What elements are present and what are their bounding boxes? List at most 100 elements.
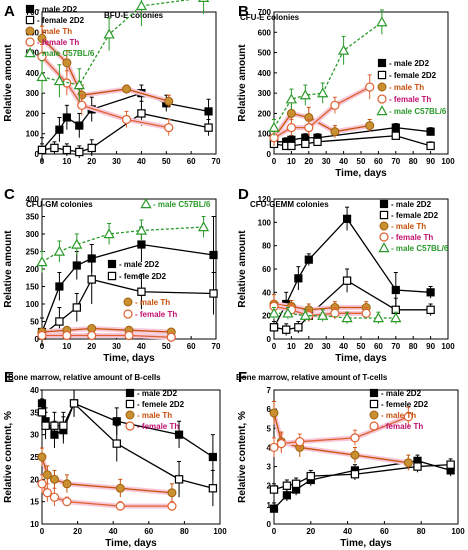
y-axis-label: Relative content, % [3, 411, 14, 503]
series-line [41, 456, 172, 494]
y-tick-label: 200 [258, 109, 272, 118]
legend-item: - male Th [377, 82, 424, 92]
x-tick-label: 50 [162, 157, 171, 166]
data-point [282, 491, 291, 500]
legend-item: - male Th [369, 410, 416, 420]
data-point [103, 228, 115, 239]
panel-letter: A [4, 3, 15, 20]
y-tick-label: 200 [26, 265, 40, 274]
data-point [174, 430, 184, 439]
y-axis-label: Relative amount [3, 230, 14, 308]
data-point [62, 58, 72, 68]
data-point [204, 123, 213, 132]
y-tick-label: 25 [30, 453, 39, 462]
data-point [268, 307, 280, 318]
x-tick-label: 20 [306, 527, 315, 536]
legend-marker [123, 309, 133, 319]
x-tick-label: 100 [451, 527, 465, 536]
y-tick-label: 10 [30, 520, 39, 529]
data-point [36, 256, 48, 267]
legend-item: - female 2D2 [25, 15, 85, 25]
y-tick-label: 60 [262, 265, 271, 274]
data-point [53, 245, 66, 256]
data-point [103, 28, 115, 39]
data-point [209, 289, 218, 298]
panel-a: A0102030405060700100200300400500600700Re… [3, 0, 221, 166]
data-point [112, 439, 121, 448]
x-tick-label: 0 [272, 157, 277, 166]
legend-item: - male C57BL/6 [378, 242, 449, 253]
y-axis-label: Relative content, % [237, 411, 248, 503]
legend-marker [140, 198, 152, 209]
legend-item: - female Th [125, 421, 179, 431]
data-point [137, 287, 146, 296]
x-tick-label: 20 [73, 527, 82, 536]
y-tick-label: 350 [26, 213, 40, 222]
data-point [291, 479, 301, 488]
data-point [167, 501, 177, 511]
data-point [55, 282, 64, 291]
data-point [426, 127, 435, 136]
data-point [137, 240, 146, 249]
x-tick-label: 70 [391, 157, 400, 166]
data-point [73, 79, 85, 90]
series-female-2d2 [37, 100, 213, 159]
y-tick-label: 80 [262, 242, 271, 251]
x-tick-label: 50 [357, 157, 366, 166]
data-point [115, 483, 125, 493]
y-tick-label: 0 [35, 150, 40, 159]
legend-item: - male 2D2 [107, 259, 160, 269]
data-point [41, 421, 50, 430]
x-tick-label: 40 [137, 342, 146, 351]
y-tick-label: 2 [267, 482, 272, 491]
x-tick-label: 20 [87, 157, 96, 166]
legend-marker [107, 259, 117, 269]
x-axis-label: Time, days [103, 353, 155, 364]
data-point [62, 145, 72, 155]
series-male-c57bl-6 [36, 0, 210, 102]
x-tick-label: 30 [112, 157, 121, 166]
x-tick-label: 80 [180, 527, 189, 536]
series-female-th [37, 330, 176, 342]
y-tick-label: 150 [26, 283, 40, 292]
x-tick-label: 70 [391, 342, 400, 351]
data-point [37, 479, 47, 489]
x-tick-label: 20 [304, 342, 313, 351]
legend-marker [377, 82, 387, 92]
y-tick-label: 35 [30, 408, 39, 417]
panel-c: C 0 10 20 30 40 50 60 70 0 50 100 150 200 250 300 350 400… [3, 186, 221, 364]
y-tick-label: 0 [267, 520, 272, 529]
data-point [285, 93, 298, 104]
data-point [276, 438, 286, 449]
x-tick-label: 80 [409, 342, 418, 351]
legend-item: - female Th [369, 421, 423, 431]
x-tick-label: 60 [380, 527, 389, 536]
data-point [295, 437, 305, 447]
legend-label: - femele 2D2 [137, 400, 185, 409]
data-point [112, 417, 121, 426]
data-point [269, 323, 279, 332]
data-point [287, 141, 296, 151]
legend-marker [369, 410, 379, 420]
data-point [337, 44, 350, 55]
legend-marker [379, 232, 389, 242]
data-point [294, 323, 303, 332]
panel-b: B 0 10 20 30 40 50 60 70 80 90 100 0 100 200 300 400 500 6… [237, 3, 455, 179]
series-line [41, 226, 204, 263]
y-tick-label: 700 [258, 8, 272, 17]
legend-marker [377, 70, 387, 80]
data-point [350, 470, 360, 479]
data-point [77, 100, 87, 110]
x-tick-label: 20 [304, 157, 313, 166]
data-point [299, 89, 311, 100]
legend-item: - male 2D2 [25, 4, 78, 14]
data-point [208, 452, 217, 462]
data-point [390, 312, 402, 323]
data-point [286, 123, 297, 133]
legend-marker [379, 199, 389, 209]
y-tick-label: 300 [26, 89, 40, 98]
legend-label: - male C57BL/6 [37, 49, 95, 58]
legend-marker [376, 105, 388, 116]
legend-label: - male Th [391, 222, 426, 231]
data-point [59, 421, 68, 430]
